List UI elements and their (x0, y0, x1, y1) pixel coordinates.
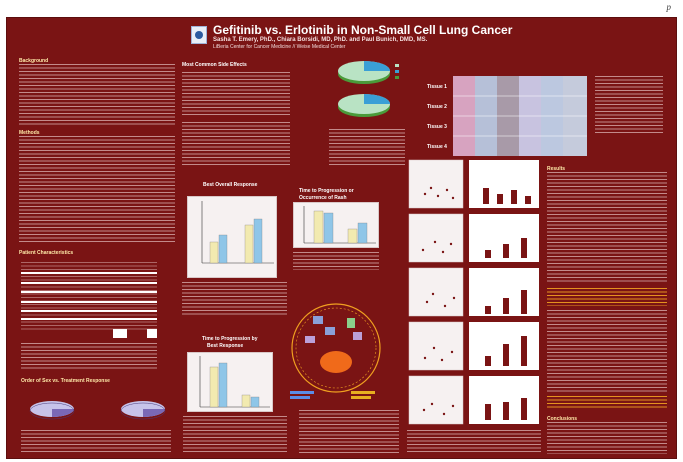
pathway-diagram (290, 303, 381, 399)
table-row (21, 310, 157, 312)
table-footnote (21, 343, 157, 371)
side-effects-table (182, 72, 290, 116)
ihc-label-2: Tissue 2 (427, 104, 447, 110)
results-text (547, 172, 667, 282)
side-effects-title: Most Common Side Effects (182, 62, 247, 68)
best-overall-response-title: Best Overall Response (203, 182, 258, 188)
highlight-text (547, 288, 667, 306)
section-head-patient-characteristics: Patient Characteristics (19, 250, 74, 256)
poster-title: Gefitinib vs. Erlotinib in Non-Small Cel… (213, 23, 513, 37)
response-legend (182, 282, 287, 316)
third-bar-chart-title: Time to Progression by (202, 336, 258, 342)
patient-table-text (21, 262, 157, 330)
pie-caption (21, 430, 171, 454)
third-bar-chart (187, 352, 273, 412)
table-row (21, 318, 157, 320)
table-row (21, 272, 157, 274)
conclusions-text (547, 422, 667, 454)
mechanism-text (299, 410, 399, 454)
ihc-label-4: Tissue 4 (427, 144, 447, 150)
best-overall-response-chart (187, 196, 277, 278)
time-to-progression-chart (293, 202, 379, 248)
page-mark: p (666, 2, 672, 12)
background-text (19, 64, 175, 126)
poster: Gefitinib vs. Erlotinib in Non-Small Cel… (6, 17, 677, 459)
results-text-2 (547, 310, 667, 392)
ring-charts (338, 61, 399, 117)
ihc-image-strip (453, 76, 587, 156)
ihc-label-1: Tissue 1 (427, 84, 447, 90)
pie-charts (29, 401, 166, 420)
side-effects-notes (182, 122, 290, 166)
poster-header: Gefitinib vs. Erlotinib in Non-Small Cel… (7, 18, 678, 52)
table-highlight (147, 329, 157, 338)
time-to-progression-subtitle: Occurrence of Rash (299, 195, 347, 201)
poster-authors: Sasha T. Emery, PhD., Chiara Borsidi, MD… (213, 37, 428, 43)
institution-logo (191, 26, 207, 44)
ring-caption (329, 129, 405, 165)
ttp-caption (293, 252, 379, 270)
ihc-side-text (595, 76, 663, 134)
section-head-results: Results (547, 166, 566, 172)
section-head-background: Background (19, 58, 49, 64)
poster-affiliation: LiBeria Center for Cancer Medicine // We… (213, 44, 346, 50)
methods-text (19, 136, 175, 244)
results-grid (408, 159, 539, 425)
table-highlight (113, 329, 127, 338)
section-head-pies: Order of Sex vs. Treatment Response (21, 378, 110, 384)
section-head-methods: Methods (19, 130, 40, 136)
highlight-text-2 (547, 396, 667, 410)
time-to-progression-title: Time to Progression or (299, 188, 354, 194)
third-bar-chart-subtitle: Best Response (207, 343, 244, 349)
ihc-label-3: Tissue 3 (427, 124, 447, 130)
table-row (21, 301, 157, 303)
section-head-conclusions: Conclusions (547, 416, 578, 422)
results-caption (407, 430, 541, 454)
table-row (21, 291, 157, 293)
table-row (21, 282, 157, 284)
third-chart-caption (183, 416, 287, 452)
